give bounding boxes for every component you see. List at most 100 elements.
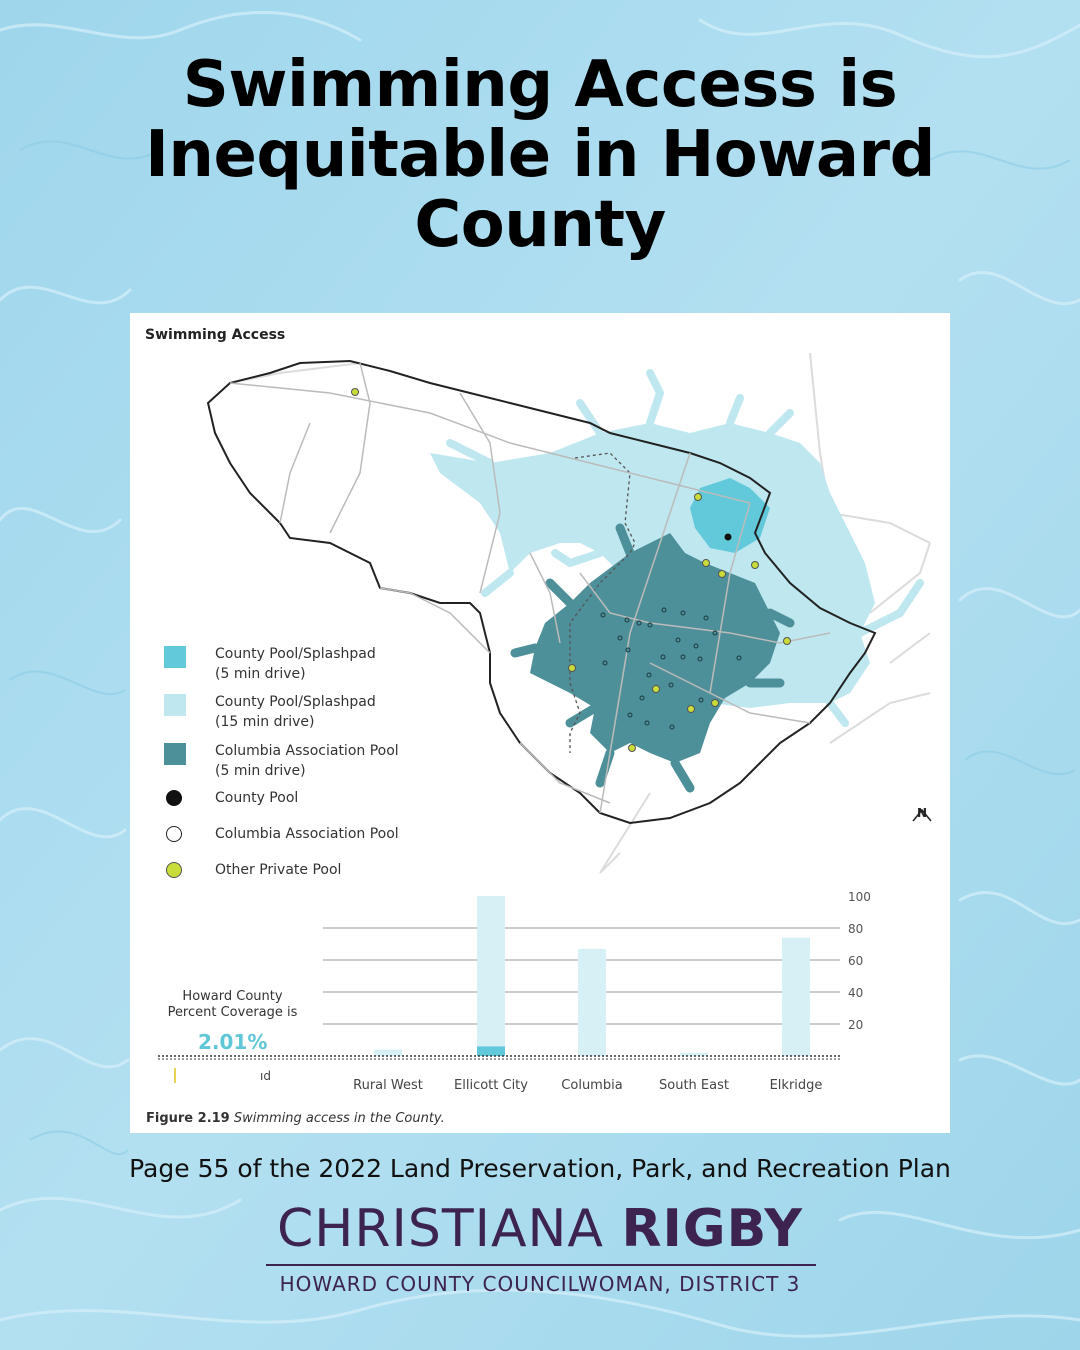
columbia-association-pool-markers bbox=[600, 607, 742, 730]
columbia-association-pool-marker bbox=[697, 656, 703, 662]
columbia-association-pool-marker bbox=[712, 630, 718, 636]
columbia-association-pool-marker bbox=[636, 620, 642, 626]
columbia-association-pool-marker bbox=[669, 724, 675, 730]
chart-bar bbox=[782, 937, 810, 1056]
columbia-dashed-outline bbox=[569, 452, 636, 753]
legend-label-line2: (15 min drive) bbox=[215, 714, 315, 730]
columbia-association-pool-marker bbox=[600, 612, 606, 618]
chart-bar bbox=[374, 1049, 402, 1056]
legend-swatch bbox=[164, 694, 186, 716]
coverage-label: Howard County Percent Coverage is bbox=[150, 989, 315, 1021]
other-private-pool-marker bbox=[702, 559, 710, 567]
columbia-association-pool-marker bbox=[668, 682, 674, 688]
headline-line-2: Inequitable in Howard bbox=[145, 118, 935, 192]
other-private-pool-marker bbox=[751, 561, 759, 569]
columbia-association-pool-marker bbox=[646, 672, 652, 678]
legend-label: County Pool/Splashpad (15 min drive) bbox=[215, 692, 455, 732]
legend-label-line1: County Pool/Splashpad bbox=[215, 646, 376, 662]
headline-line-1: Swimming Access is bbox=[182, 48, 898, 122]
county-roads bbox=[229, 362, 831, 814]
chart-category-label: Columbia bbox=[561, 1078, 622, 1093]
other-private-pool-marker bbox=[694, 493, 702, 501]
brand-subtitle: HOWARD COUNTY COUNCILWOMAN, DISTRICT 3 bbox=[279, 1272, 801, 1296]
legend-label: County Pool bbox=[215, 790, 299, 806]
county-pool-15min-tendrils bbox=[446, 369, 924, 727]
legend-label: Other Private Pool bbox=[215, 862, 342, 878]
page-note: Page 55 of the 2022 Land Preservation, P… bbox=[129, 1154, 951, 1183]
chart-category-label: Elkridge bbox=[770, 1078, 823, 1093]
columbia-association-pool-marker bbox=[698, 697, 704, 703]
legend-label-line2: (5 min drive) bbox=[215, 666, 306, 682]
chart-tick-label: 60 bbox=[848, 954, 863, 968]
brand-divider bbox=[266, 1264, 816, 1266]
other-private-pool-marker bbox=[652, 685, 660, 693]
legend-swatch bbox=[164, 646, 186, 668]
columbia-association-pool-marker bbox=[602, 660, 608, 666]
legend-label: Columbia Association Pool bbox=[215, 826, 399, 842]
columbia-association-pool-marker bbox=[644, 720, 650, 726]
other-private-pool-marker bbox=[718, 570, 726, 578]
columbia-association-pool-marker bbox=[661, 607, 667, 613]
county-pool-5min-region bbox=[690, 478, 770, 553]
other-private-pool-marker bbox=[687, 705, 695, 713]
coverage-label-line1: Howard County bbox=[182, 989, 283, 1004]
columbia-pool-tendrils bbox=[510, 523, 795, 793]
columbia-association-pool-marker bbox=[624, 617, 630, 623]
map-title: Swimming Access bbox=[145, 327, 286, 343]
other-private-pool-marker bbox=[711, 699, 719, 707]
coverage-value: 2.01% bbox=[198, 1030, 268, 1054]
chart-bar bbox=[578, 948, 606, 1056]
stray-text: ıd bbox=[260, 1069, 271, 1083]
north-arrow-icon bbox=[912, 808, 932, 822]
chart-category-label: South East bbox=[659, 1078, 729, 1093]
columbia-association-pool-marker bbox=[647, 622, 653, 628]
columbia-association-pool-marker bbox=[617, 635, 623, 641]
columbia-association-pool-marker bbox=[639, 695, 645, 701]
columbia-association-pool-marker bbox=[675, 637, 681, 643]
chart-category-label: Ellicott City bbox=[454, 1078, 528, 1093]
columbia-association-pool-marker bbox=[660, 654, 666, 660]
figure-text: Swimming access in the County. bbox=[233, 1111, 445, 1126]
headline-line-3: County bbox=[414, 188, 666, 262]
legend-swatch bbox=[164, 743, 186, 765]
columbia-association-pool-marker bbox=[693, 643, 699, 649]
chart-tick-label: 80 bbox=[848, 922, 863, 936]
legend-dot bbox=[166, 790, 182, 806]
brand-last-name: RIGBY bbox=[621, 1199, 804, 1259]
chart-tick-label: 100 bbox=[848, 890, 871, 904]
columbia-association-pool-marker bbox=[736, 655, 742, 661]
chart-bar bbox=[477, 896, 505, 1056]
other-private-pool-marker bbox=[568, 664, 576, 672]
other-private-pool-markers bbox=[351, 388, 791, 752]
legend-label-line1: County Pool/Splashpad bbox=[215, 694, 376, 710]
legend-label-line1: Columbia Association Pool bbox=[215, 743, 399, 759]
legend-label-line2: (5 min drive) bbox=[215, 763, 306, 779]
swimming-access-map: 100 80 60 40 20 Rural West Ellicott City Columb… bbox=[158, 352, 932, 1093]
columbia-association-pool-marker bbox=[627, 712, 633, 718]
chart-bar bbox=[477, 1046, 505, 1056]
legend-dot bbox=[166, 862, 182, 878]
columbia-association-pool-marker bbox=[625, 647, 631, 653]
other-private-pool-marker bbox=[628, 744, 636, 752]
figure-card: 100 80 60 40 20 Rural West Ellicott City Columb… bbox=[130, 313, 950, 1133]
coverage-label-line2: Percent Coverage is bbox=[167, 1005, 298, 1020]
chart-tick-label: 40 bbox=[848, 986, 863, 1000]
figure-number: Figure 2.19 bbox=[146, 1111, 230, 1126]
headline: Swimming Access is Inequitable in Howard… bbox=[60, 50, 1020, 260]
coverage-bar-chart: 100 80 60 40 20 Rural West Ellicott City Columb… bbox=[323, 890, 871, 1093]
columbia-association-pool-marker bbox=[680, 610, 686, 616]
legend-label: Columbia Association Pool (5 min drive) bbox=[215, 741, 455, 781]
legend-label: County Pool/Splashpad (5 min drive) bbox=[215, 644, 455, 684]
brand-first-name: CHRISTIANA bbox=[276, 1199, 604, 1259]
columbia-association-pool-marker bbox=[680, 654, 686, 660]
brand-name: CHRISTIANA RIGBY bbox=[0, 1198, 1080, 1260]
legend-dot bbox=[166, 826, 182, 842]
county-pool-marker bbox=[724, 533, 732, 541]
chart-category-label: Rural West bbox=[353, 1078, 423, 1093]
figure-caption: Figure 2.19 Swimming access in the Count… bbox=[146, 1111, 445, 1126]
other-private-pool-marker bbox=[783, 637, 791, 645]
north-label: N bbox=[916, 806, 928, 820]
other-private-pool-marker bbox=[351, 388, 359, 396]
chart-bar bbox=[680, 1052, 708, 1056]
chart-tick-label: 20 bbox=[848, 1018, 863, 1032]
